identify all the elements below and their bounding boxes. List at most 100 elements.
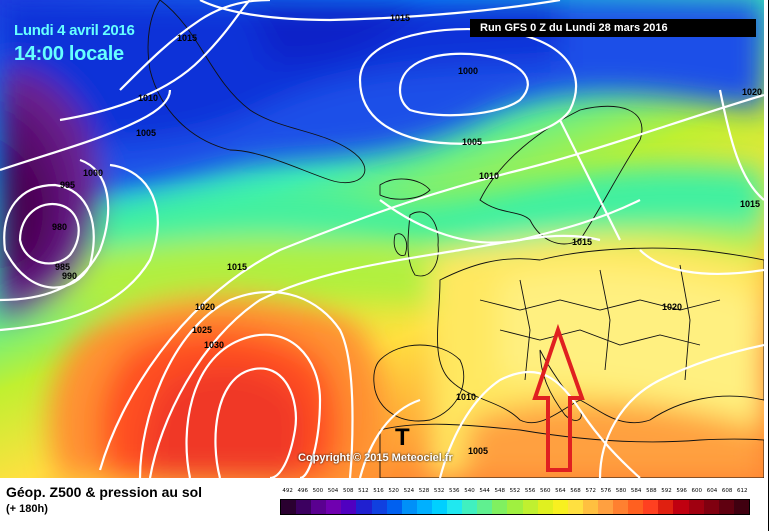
scale-value: 512 — [358, 488, 369, 494]
scale-value: 588 — [646, 488, 657, 494]
isobars — [0, 0, 764, 478]
scale-swatch — [628, 500, 644, 514]
weather-map: 1015 1015 1000 1010 1005 1000 995 980 98… — [0, 0, 764, 478]
isobar-label: 1005 — [462, 137, 482, 147]
scale-value: 608 — [721, 488, 733, 494]
scale-value: 540 — [464, 488, 475, 494]
scale-swatch — [296, 500, 312, 514]
geopotential-zones — [0, 0, 764, 478]
scale-value: 508 — [342, 488, 354, 494]
scale-bar — [280, 499, 750, 515]
forecast-date: Lundi 4 avril 2016 — [14, 22, 135, 39]
scale-swatch — [492, 500, 508, 514]
scale-swatch — [658, 500, 674, 514]
color-scale: 492 496 500 504 508 512 516 520 524 528 532 536 540 5… — [280, 488, 750, 524]
isobar-label: 1005 — [136, 128, 156, 138]
scale-value: 596 — [676, 488, 687, 494]
scale-value: 604 — [706, 488, 718, 494]
forecast-time: 14:00 locale — [14, 43, 124, 65]
copyright: Copyright © 2015 Meteociel.fr — [298, 452, 453, 464]
isobar-label: 985 — [55, 262, 70, 272]
scale-swatch — [431, 500, 448, 514]
isobar-label: 1010 — [138, 93, 158, 103]
scale-value: 552 — [509, 488, 521, 494]
isobar-label: 1015 — [572, 237, 592, 247]
scale-swatch — [643, 500, 659, 514]
model-run-label: Run GFS 0 Z du Lundi 28 mars 2016 — [470, 19, 756, 37]
scale-swatch — [522, 500, 538, 514]
scale-value: 568 — [570, 488, 581, 494]
coastlines — [147, 0, 764, 478]
scale-value: 556 — [524, 488, 536, 494]
up-arrow-icon — [532, 323, 585, 472]
scale-value: 612 — [737, 488, 748, 494]
scale-swatch — [582, 500, 598, 514]
scale-value: 516 — [373, 488, 384, 494]
scale-value: 544 — [479, 488, 490, 494]
scale-swatch — [507, 500, 523, 514]
isobar-label: 1010 — [479, 171, 499, 181]
isobar-label: 1015 — [177, 33, 197, 43]
scale-swatch — [281, 500, 297, 514]
isobar-label: 1020 — [662, 302, 682, 312]
scale-value: 576 — [600, 488, 612, 494]
isobar-label: 990 — [62, 271, 77, 281]
scale-value: 492 — [282, 488, 293, 494]
isobar-label: 980 — [52, 222, 67, 232]
scale-value: 536 — [449, 488, 460, 494]
isobar-label: 1020 — [742, 87, 762, 97]
scale-swatch — [416, 500, 432, 514]
scale-value: 532 — [433, 488, 445, 494]
scale-swatch — [447, 500, 463, 514]
legend-subtitle: (+ 180h) — [6, 503, 48, 515]
isobar-label: 1005 — [468, 446, 488, 456]
scale-swatch — [613, 500, 629, 514]
scale-value: 564 — [555, 488, 566, 494]
scale-swatch — [597, 500, 614, 514]
scale-swatch — [371, 500, 387, 514]
scale-swatch — [386, 500, 402, 514]
scale-swatch — [537, 500, 553, 514]
scale-swatch — [718, 500, 734, 514]
scale-labels: 492 496 500 504 508 512 516 520 524 528 532 536 540 5… — [280, 488, 750, 498]
scale-value: 528 — [418, 488, 430, 494]
scale-value: 520 — [388, 488, 399, 494]
isobar-label: 1015 — [227, 262, 247, 272]
scale-value: 592 — [661, 488, 672, 494]
scale-swatch — [688, 500, 704, 514]
scale-value: 548 — [494, 488, 506, 494]
scale-value: 500 — [312, 488, 324, 494]
isobar-label: 1020 — [195, 302, 215, 312]
isobar-label: 1025 — [192, 325, 212, 335]
isobar-label: 1030 — [204, 340, 224, 350]
low-pressure-marker: T — [395, 424, 410, 451]
isobar-label: 1000 — [83, 168, 103, 178]
scale-value: 524 — [403, 488, 415, 494]
isobar-label: 995 — [60, 180, 75, 190]
scale-value: 600 — [691, 488, 703, 494]
legend-title: Géop. Z500 & pression au sol — [6, 484, 203, 500]
scale-swatch — [703, 500, 719, 514]
scale-value: 584 — [630, 488, 642, 494]
scale-swatch — [552, 500, 568, 514]
isobar-label: 1000 — [458, 66, 478, 76]
isobar-label: 1015 — [740, 199, 760, 209]
scale-swatch — [356, 500, 372, 514]
isobar-labels: 1015 1015 1000 1010 1005 1000 995 980 98… — [52, 13, 762, 456]
scale-swatch — [341, 500, 357, 514]
scale-swatch — [326, 500, 342, 514]
scale-value: 496 — [297, 488, 308, 494]
scale-swatch — [477, 500, 493, 514]
scale-swatch — [311, 500, 327, 514]
scale-value: 580 — [615, 488, 627, 494]
isobar-label: 1010 — [456, 392, 476, 402]
scale-value: 560 — [539, 488, 551, 494]
scale-swatch — [462, 500, 478, 514]
isobar-label: 1015 — [390, 13, 410, 23]
map-canvas: 1015 1015 1000 1010 1005 1000 995 980 98… — [0, 0, 764, 478]
scale-swatch — [401, 500, 417, 514]
scale-swatch — [673, 500, 689, 514]
scale-swatch — [733, 500, 749, 514]
scale-value: 504 — [327, 488, 339, 494]
